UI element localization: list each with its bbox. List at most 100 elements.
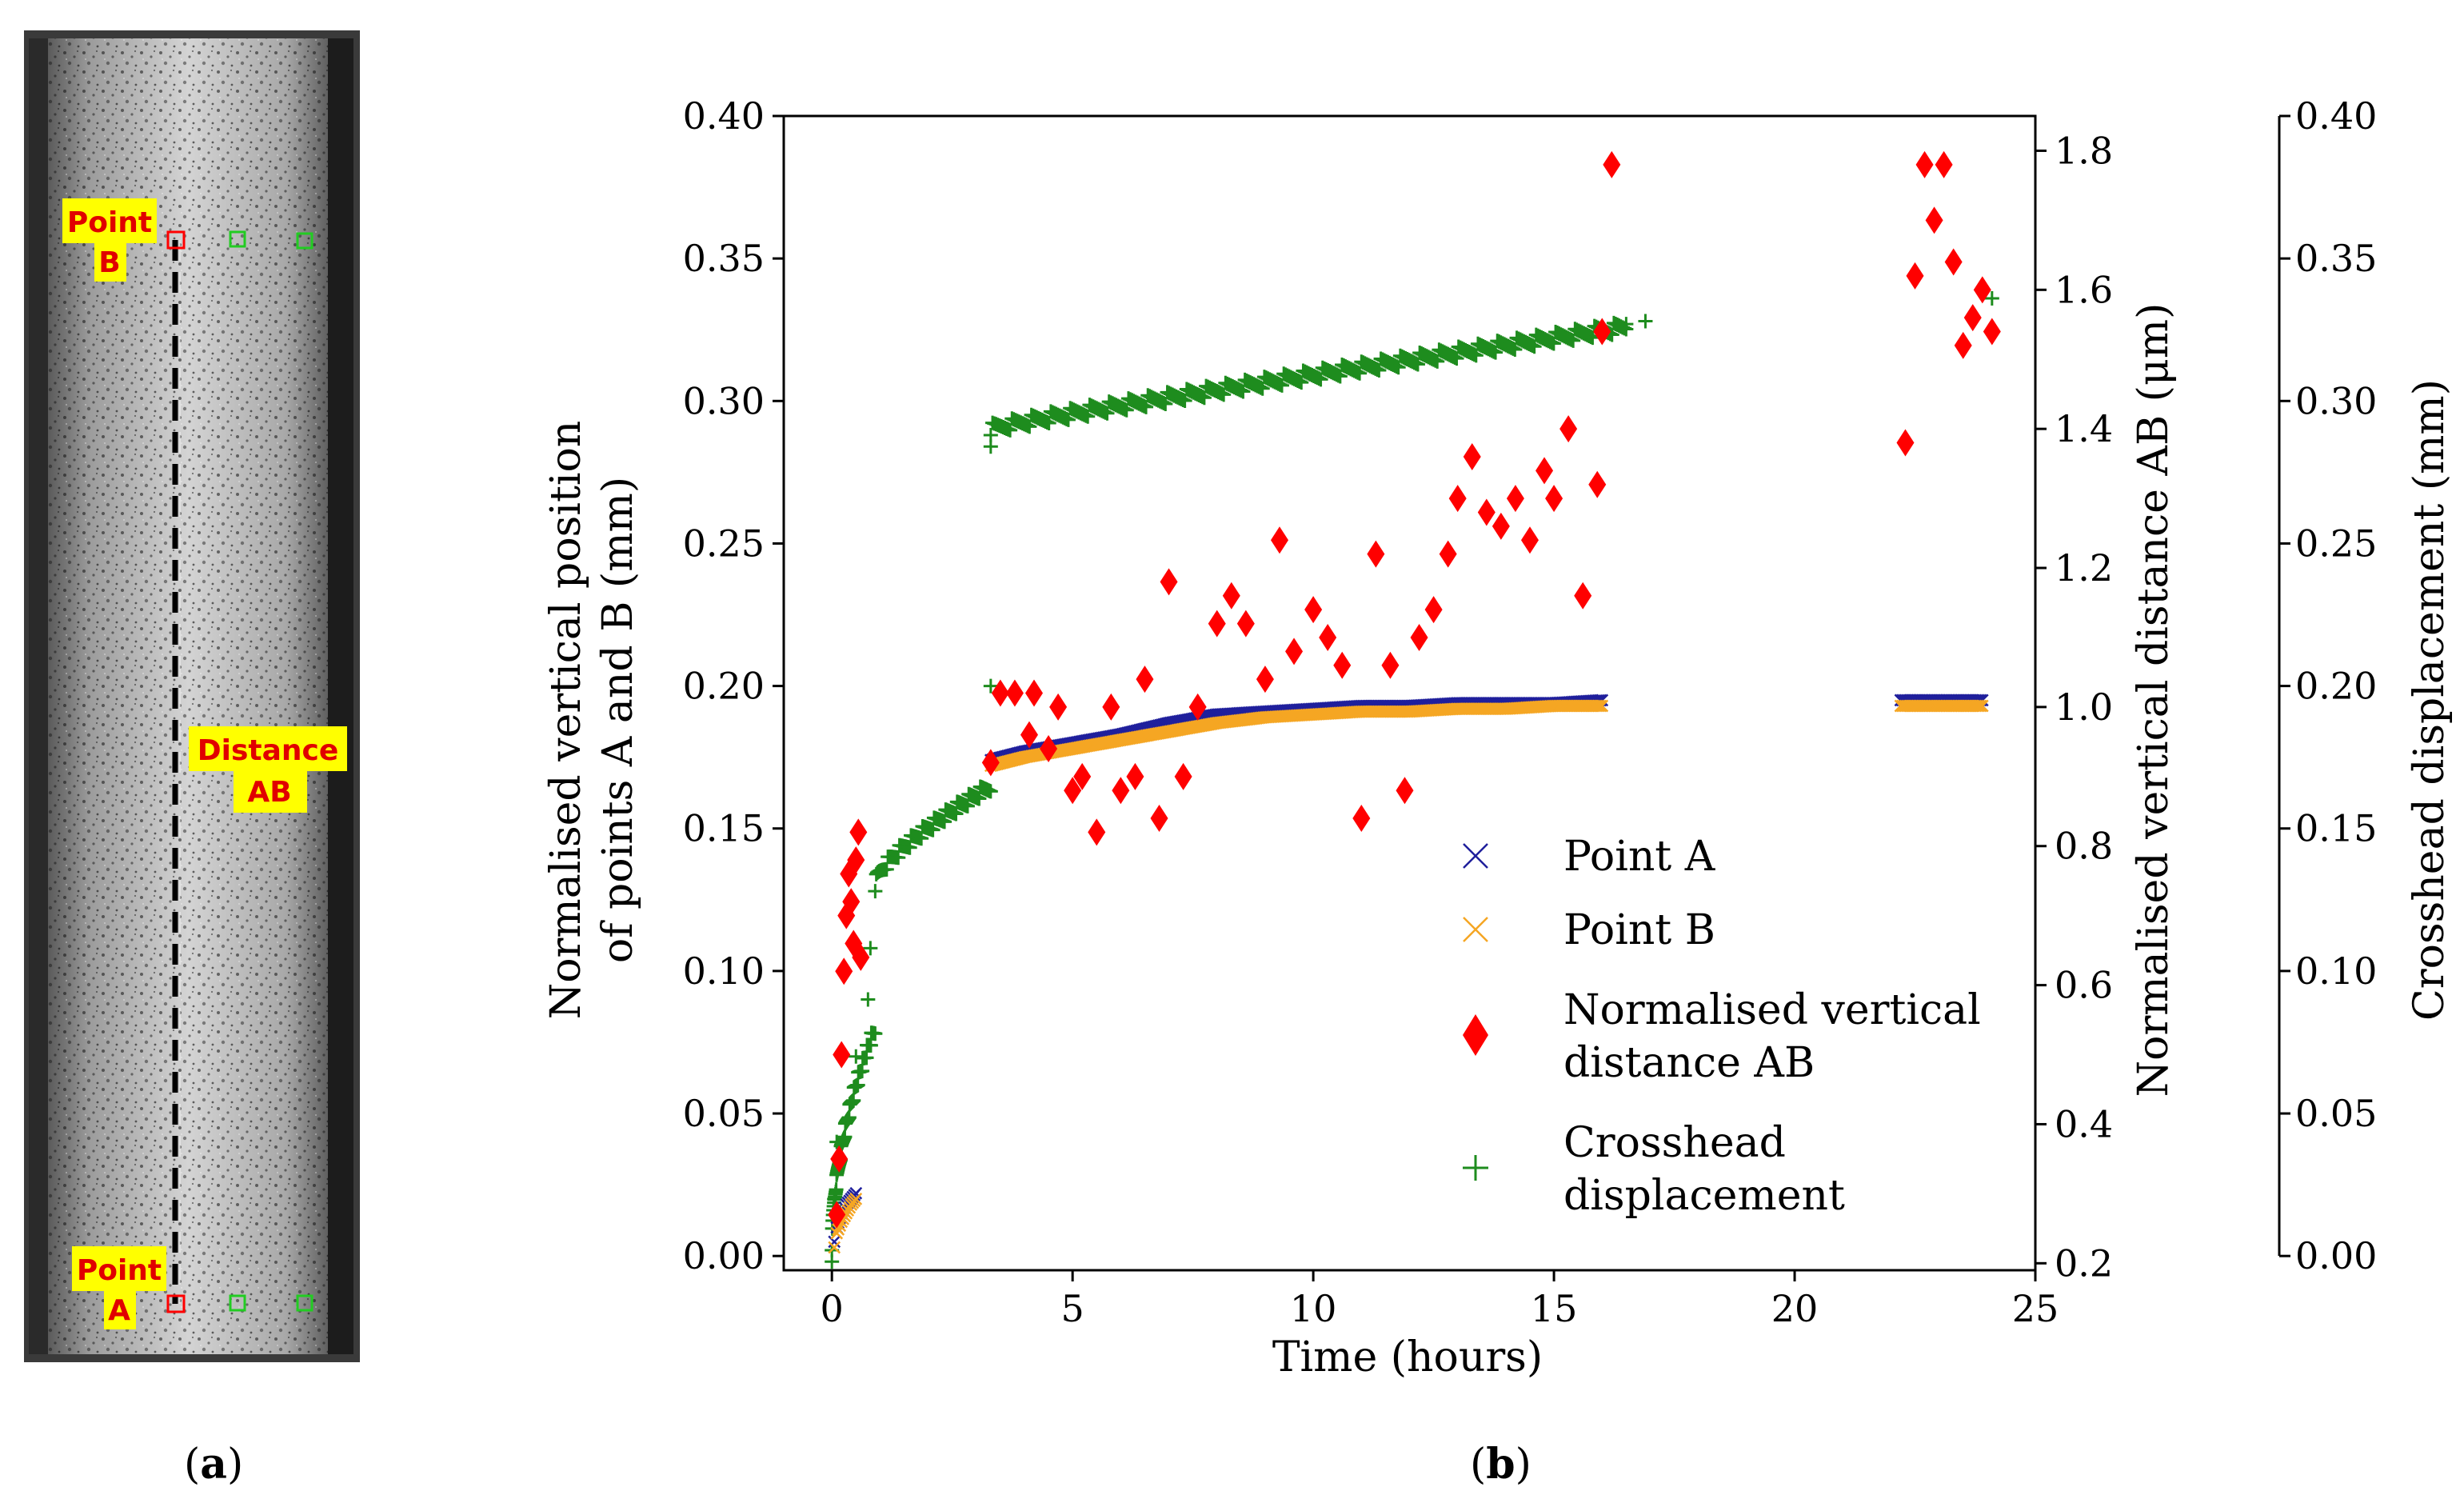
y-right1-label: Normalised vertical distance AB (μm) — [2130, 303, 2178, 1097]
distance-point — [1236, 610, 1255, 638]
crosshead-point — [1352, 366, 1368, 381]
crosshead-point — [983, 678, 998, 694]
y-right1-tick-label: 1.2 — [2055, 546, 2113, 590]
distance-point — [1506, 485, 1524, 513]
legend-label: Point B — [1563, 906, 1715, 954]
distance-point — [1333, 651, 1352, 679]
y-left-tick-label: 0.40 — [683, 94, 765, 138]
point-b-marker — [1594, 699, 1607, 713]
distance-point — [1915, 150, 1934, 178]
crosshead-point — [1041, 416, 1056, 431]
point-b-marker — [1972, 699, 1986, 713]
legend-label: distance AB — [1563, 1039, 1815, 1087]
crosshead-point — [1177, 394, 1192, 409]
distance-point — [1174, 762, 1192, 790]
distance-point — [1574, 582, 1592, 610]
distance-point — [1463, 442, 1481, 470]
point-b-marker — [832, 1223, 845, 1236]
crosshead-point — [1274, 378, 1289, 393]
distance-series — [828, 150, 2001, 1229]
x-tick-label: 25 — [2012, 1287, 2059, 1330]
legend-marker — [1463, 1155, 1488, 1181]
point-a-marker — [828, 1235, 841, 1249]
crosshead-point — [829, 1182, 844, 1197]
distance-point — [833, 1041, 851, 1069]
x-tick-label: 5 — [1061, 1287, 1084, 1330]
y-left-tick-label: 0.15 — [683, 807, 765, 850]
legend-label: Point A — [1563, 833, 1716, 881]
y-right1-tick-label: 0.8 — [2055, 825, 2113, 868]
distance-point — [1150, 804, 1168, 832]
specimen-image: Point B Distance AB Point A — [24, 30, 360, 1362]
legend-label: Normalised vertical — [1563, 986, 1981, 1034]
y-left-tick-label: 0.05 — [683, 1092, 765, 1135]
crosshead-point — [1236, 384, 1251, 399]
crosshead-point — [1332, 369, 1348, 384]
distance-point — [991, 679, 1009, 707]
y-right2-label: Crosshead displacement (mm) — [2406, 379, 2454, 1021]
legend-marker — [1463, 1014, 1488, 1056]
distance-ab-label: Distance — [198, 734, 339, 767]
distance-point — [1492, 512, 1510, 540]
green-marker — [296, 232, 313, 250]
crosshead-point — [1158, 396, 1173, 411]
y-right1-tick-label: 0.6 — [2055, 964, 2113, 1007]
crosshead-point — [983, 439, 998, 454]
distance-point — [1983, 318, 2001, 346]
crosshead-point — [868, 1026, 883, 1041]
point-b-series — [828, 699, 1989, 1254]
crosshead-point — [960, 798, 975, 813]
y-right2-tick-label: 0.40 — [2295, 94, 2377, 138]
legend-marker — [1463, 917, 1488, 942]
y-left-tick-label: 0.00 — [683, 1234, 765, 1277]
distance-point — [1439, 540, 1457, 568]
green-marker — [229, 1294, 246, 1312]
crosshead-point — [902, 840, 917, 855]
x-tick-label: 10 — [1290, 1287, 1337, 1330]
crosshead-point — [1391, 360, 1406, 375]
distance-point — [981, 749, 1000, 777]
crosshead-point — [863, 941, 878, 956]
point-b-marker — [849, 1193, 863, 1205]
point-b-letter: B — [98, 246, 120, 279]
point-a-marker — [849, 1186, 863, 1200]
legend-label: Crosshead — [1563, 1119, 1786, 1167]
distance-point — [1381, 651, 1400, 679]
crosshead-point — [837, 1129, 853, 1145]
crosshead-point — [1255, 381, 1270, 396]
legend-marker — [1463, 843, 1488, 869]
distance-point — [1352, 804, 1371, 832]
distance-point — [1222, 582, 1240, 610]
point-b-marker — [828, 1241, 841, 1254]
point-a-series — [828, 694, 1989, 1249]
distance-point — [835, 957, 853, 985]
crosshead-point — [1003, 422, 1018, 438]
point-b-marker — [166, 230, 186, 250]
distance-point — [1896, 429, 1915, 457]
x-tick-label: 15 — [1531, 1287, 1578, 1330]
crosshead-point — [972, 791, 987, 806]
distance-point — [1925, 206, 1943, 234]
axis-ticks: 0 5 10 15 20 25 0.00 0.05 0.10 0.15 0.20 0.25 0.30 0.… — [683, 94, 2378, 1330]
distance-point — [1448, 485, 1467, 513]
distance-point — [1963, 304, 1982, 332]
distance-point — [1935, 150, 1953, 178]
distance-point — [1396, 777, 1414, 805]
x-tick-label: 20 — [1771, 1287, 1819, 1330]
distance-point — [847, 846, 865, 874]
distance-point — [1603, 150, 1621, 178]
specimen-svg: Point B Distance AB Point A — [24, 30, 360, 1362]
crosshead-point — [1638, 314, 1653, 329]
crosshead-point — [861, 992, 876, 1007]
crosshead-point — [841, 1110, 857, 1125]
point-b-marker — [1590, 699, 1603, 713]
distance-point — [1410, 623, 1428, 651]
distance-point — [1536, 457, 1554, 485]
caption-a: (a) — [184, 1440, 244, 1489]
y-right1-tick-label: 1.8 — [2055, 129, 2113, 172]
distance-point — [1112, 777, 1130, 805]
distance-point — [852, 943, 870, 971]
point-b-marker — [1975, 699, 1989, 713]
legend: Point A Point B Normalised vertical distanc… — [1463, 833, 1981, 1220]
y-left-label-line1: Normalised vertical position — [542, 421, 590, 1020]
